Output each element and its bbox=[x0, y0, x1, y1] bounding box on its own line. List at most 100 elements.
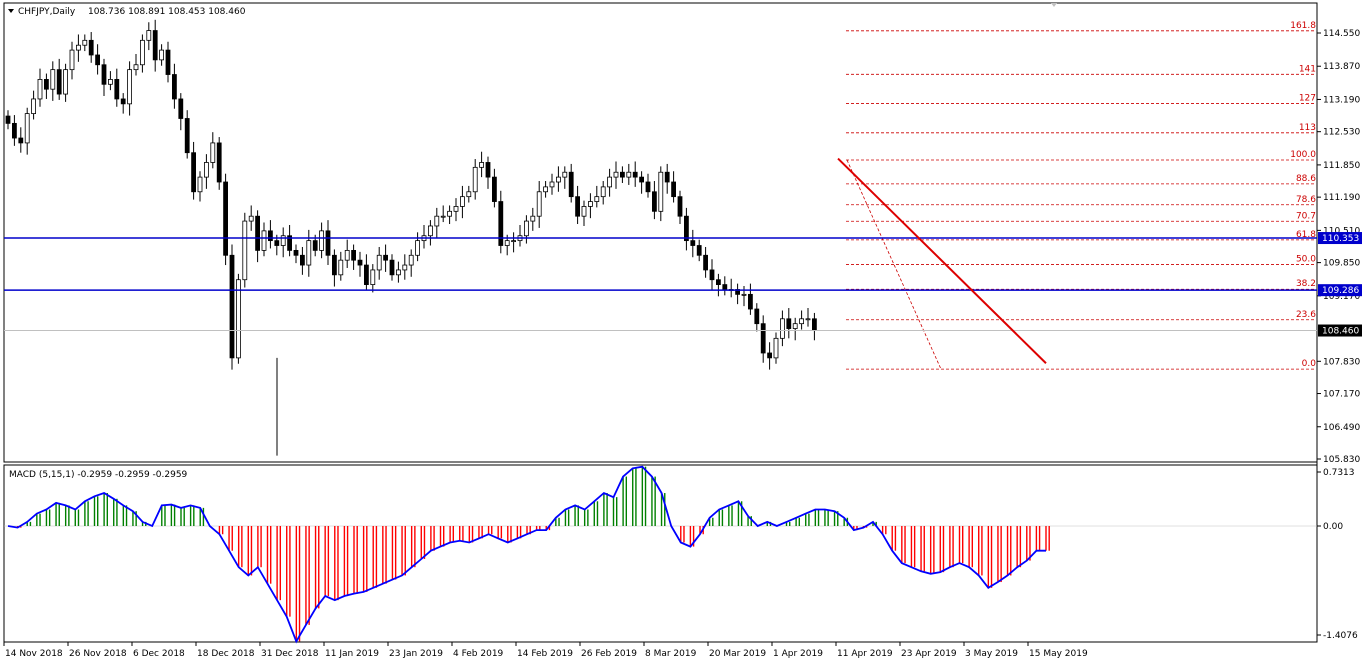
candle bbox=[120, 93, 126, 114]
macd-tick-label: -1.4076 bbox=[1323, 631, 1358, 641]
candle bbox=[216, 137, 222, 190]
candle bbox=[530, 207, 536, 231]
candle-bear bbox=[299, 254, 305, 266]
candle bbox=[415, 232, 421, 262]
candle bbox=[754, 303, 760, 332]
candle bbox=[159, 44, 165, 66]
fibonacci-retracement[interactable]: 161.8 141 127 113 100.0 88.6 78.6 70.7 61.8 50.0 3… bbox=[846, 21, 1316, 370]
horizontal-lines[interactable] bbox=[4, 237, 1317, 291]
price-tick-label: 109.850 bbox=[1323, 259, 1360, 269]
candle-bear bbox=[95, 54, 100, 66]
candle-bear bbox=[716, 279, 721, 285]
candle bbox=[133, 54, 139, 76]
time-tick-label: 26 Feb 2019 bbox=[581, 649, 637, 659]
time-tick-label: 8 Mar 2019 bbox=[645, 649, 697, 659]
candle bbox=[760, 315, 766, 363]
candlestick-series bbox=[4, 19, 1317, 456]
candle bbox=[223, 173, 229, 266]
candle-bear bbox=[632, 171, 638, 178]
fib-level-label: 127 bbox=[1299, 94, 1316, 104]
price-tick-label: 114.550 bbox=[1323, 29, 1360, 39]
time-tick-label: 23 Jan 2019 bbox=[389, 649, 443, 659]
candle-bull bbox=[370, 269, 376, 285]
candle-bull bbox=[562, 171, 568, 178]
candle bbox=[306, 229, 312, 277]
candle bbox=[767, 342, 772, 370]
candle bbox=[242, 212, 248, 288]
candle-bull bbox=[408, 254, 414, 266]
macd-tick-label: 0.7313 bbox=[1323, 468, 1355, 478]
candle bbox=[792, 317, 798, 341]
candle bbox=[658, 166, 664, 222]
candle-bull bbox=[741, 293, 747, 296]
shift-marker-icon[interactable] bbox=[1051, 3, 1057, 7]
candle-bull bbox=[108, 79, 113, 85]
fib-level-label: 50.0 bbox=[1296, 255, 1316, 265]
price-tick-label: 106.490 bbox=[1323, 423, 1360, 433]
candle bbox=[331, 249, 337, 287]
downtrend-line bbox=[837, 157, 1047, 364]
candle bbox=[235, 273, 241, 364]
candle bbox=[18, 127, 24, 153]
candle-bear bbox=[18, 137, 24, 144]
candle bbox=[600, 181, 606, 205]
candle-bear bbox=[684, 215, 689, 242]
candle bbox=[472, 159, 478, 200]
candle-bull bbox=[588, 201, 593, 207]
candle bbox=[607, 168, 612, 197]
candle-bull bbox=[581, 206, 587, 217]
candle-bear bbox=[703, 254, 708, 271]
candle-bear bbox=[357, 259, 363, 266]
candle bbox=[171, 63, 177, 109]
fib-level-label: 161.8 bbox=[1290, 21, 1316, 31]
candle-bear bbox=[645, 181, 651, 193]
candle-bull bbox=[76, 44, 81, 51]
fib-level-label: 100.0 bbox=[1290, 150, 1316, 160]
candle-bull bbox=[780, 318, 785, 339]
candle-bear bbox=[101, 64, 107, 85]
macd-indicator: 0.7313 0.00 -1.4076 bbox=[4, 465, 1358, 644]
candle-bull bbox=[248, 215, 254, 222]
candle-bear bbox=[639, 176, 644, 183]
candle bbox=[31, 90, 37, 120]
time-tick-label: 15 May 2019 bbox=[1029, 649, 1088, 659]
candle-bull bbox=[133, 64, 139, 71]
candle bbox=[293, 244, 299, 264]
candle bbox=[351, 244, 357, 270]
candle bbox=[88, 32, 94, 63]
candle-bull bbox=[594, 196, 600, 202]
candle bbox=[370, 264, 376, 293]
candle bbox=[524, 215, 529, 244]
candle bbox=[383, 244, 389, 272]
candle bbox=[427, 220, 433, 246]
candle-bull bbox=[319, 230, 325, 251]
candle bbox=[69, 41, 75, 80]
candle bbox=[344, 239, 350, 268]
candle bbox=[440, 205, 446, 223]
candle-bull bbox=[511, 240, 517, 243]
candle bbox=[664, 163, 670, 194]
candle-bear bbox=[114, 79, 120, 100]
candle-bull bbox=[466, 191, 472, 198]
candle-bull bbox=[50, 69, 56, 90]
candle bbox=[543, 181, 548, 198]
time-tick-label: 6 Dec 2018 bbox=[133, 649, 185, 659]
ohlc-readout: 108.736 108.891 108.453 108.460 bbox=[88, 7, 246, 17]
price-tick-label: 111.850 bbox=[1323, 161, 1360, 171]
candle-bull bbox=[261, 230, 267, 251]
candle-bear bbox=[575, 196, 580, 217]
candle-bull bbox=[600, 186, 606, 198]
candle-bear bbox=[690, 240, 696, 246]
candle bbox=[280, 227, 286, 258]
candle-bull bbox=[139, 39, 145, 66]
dropdown-triangle-icon[interactable] bbox=[8, 9, 14, 13]
time-tick-label: 14 Feb 2019 bbox=[517, 649, 573, 659]
candle-bull bbox=[658, 171, 664, 212]
time-tick-label: 31 Dec 2018 bbox=[261, 649, 319, 659]
candle bbox=[95, 44, 100, 75]
trendline[interactable] bbox=[837, 157, 1047, 364]
price-tag-label: 110.353 bbox=[1322, 234, 1359, 244]
candle-bull bbox=[127, 69, 132, 105]
candle-bear bbox=[331, 254, 337, 276]
candle-bear bbox=[389, 259, 395, 276]
